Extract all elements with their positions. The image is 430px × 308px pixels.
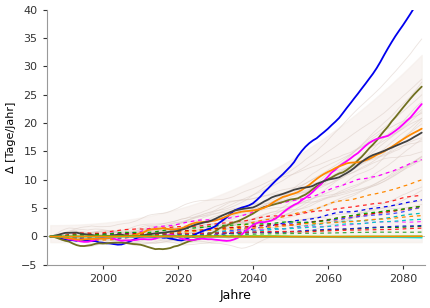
Y-axis label: Δ [Tage/Jahr]: Δ [Tage/Jahr]	[6, 102, 15, 173]
X-axis label: Jahre: Jahre	[220, 290, 251, 302]
